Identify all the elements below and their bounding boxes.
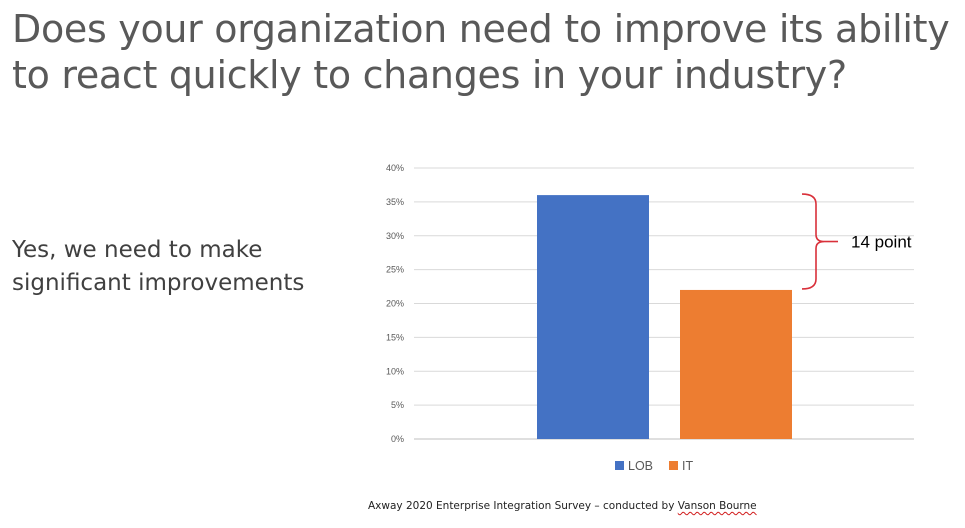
bar-it — [680, 289, 792, 439]
annotation-label: 14 point — [851, 233, 912, 252]
source-company: Vanson Bourne — [677, 500, 757, 512]
annotation-brace — [801, 193, 825, 290]
y-tick-label: 35% — [386, 197, 404, 207]
y-tick-label: 15% — [386, 332, 404, 342]
y-tick-label: 10% — [386, 366, 404, 376]
bar-lob — [537, 195, 649, 439]
legend-label-it: IT — [682, 459, 693, 473]
y-tick-label: 30% — [386, 231, 404, 241]
y-tick-label: 25% — [386, 265, 404, 275]
y-tick-label: 5% — [391, 400, 404, 410]
legend-label-lob: LOB — [628, 459, 653, 473]
source-note: Axway 2020 Enterprise Integration Survey… — [368, 500, 757, 512]
legend-swatch-it — [669, 461, 678, 470]
y-tick-label: 40% — [386, 163, 404, 173]
legend-swatch-lob — [615, 461, 624, 470]
answer-line: significant improvements — [12, 270, 305, 296]
slide-title: Does your organization need to improve i… — [12, 6, 957, 98]
source-text: Axway 2020 Enterprise Integration Survey… — [368, 500, 678, 512]
title-line: to react quickly to changes in your indu… — [12, 53, 847, 97]
y-tick-label: 20% — [386, 299, 404, 309]
title-line: Does your organization need to improve i… — [12, 7, 950, 51]
y-tick-label: 0% — [391, 434, 404, 444]
answer-label: Yes, we need to make significant improve… — [12, 234, 342, 300]
answer-line: Yes, we need to make — [12, 237, 263, 263]
